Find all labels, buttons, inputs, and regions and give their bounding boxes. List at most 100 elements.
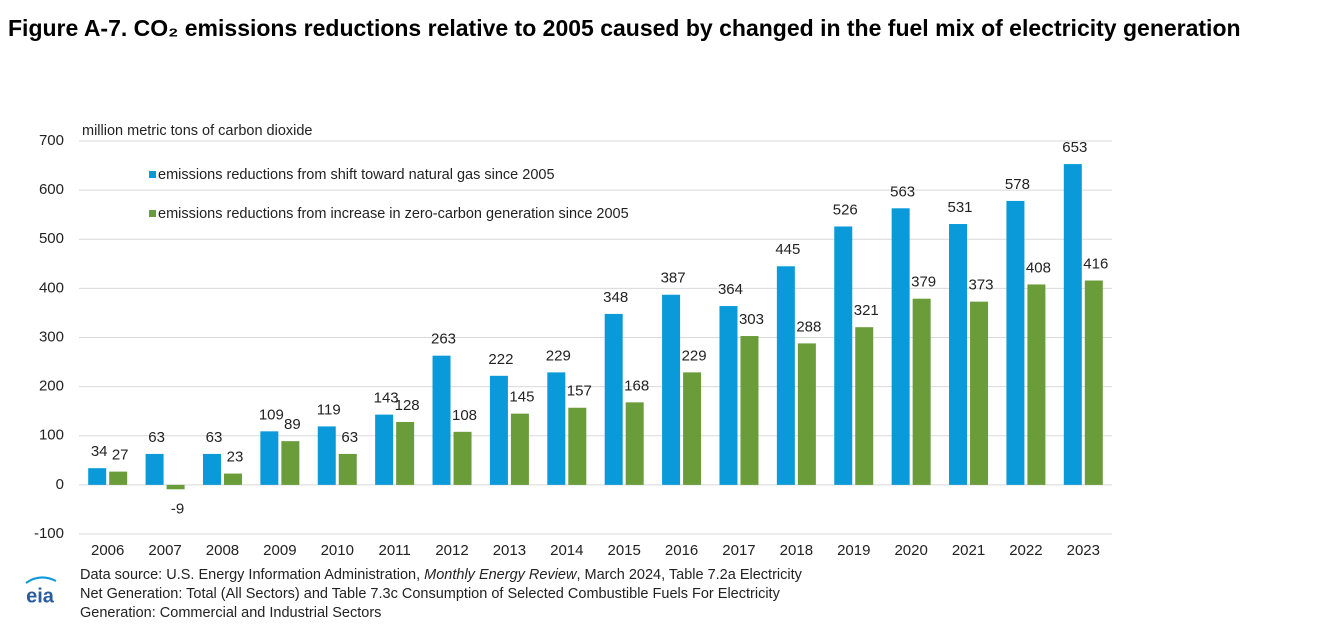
data-label: 408 [1026, 259, 1051, 276]
x-tick-label: 2007 [148, 542, 181, 559]
x-tick-label: 2013 [493, 542, 526, 559]
bar [891, 208, 910, 485]
bar [281, 441, 300, 485]
source-text: Data source: U.S. Energy Information Adm… [80, 567, 424, 583]
y-tick-label: 500 [39, 230, 64, 247]
y-tick-label: 100 [39, 427, 64, 444]
y-tick-label: 600 [39, 181, 64, 198]
bar [109, 471, 128, 485]
y-axis-label: million metric tons of carbon dioxide [82, 123, 313, 139]
bar [683, 372, 702, 485]
data-label: 63 [206, 429, 223, 446]
data-label: 303 [739, 311, 764, 328]
legend-swatch [149, 171, 156, 178]
legend-swatch [149, 210, 156, 217]
source-line: Generation: Commercial and Industrial Se… [80, 605, 381, 621]
bar [1084, 280, 1103, 485]
data-label: 653 [1062, 139, 1087, 156]
data-label: 128 [395, 397, 420, 414]
data-label: 288 [796, 318, 821, 335]
bar [834, 226, 853, 485]
data-label: 348 [603, 289, 628, 306]
x-tick-label: 2020 [894, 542, 927, 559]
x-tick-label: 2015 [608, 542, 641, 559]
logo-arc [25, 576, 57, 584]
x-tick-label: 2011 [379, 542, 411, 559]
bar [662, 294, 681, 485]
bar [223, 473, 242, 485]
data-label: 27 [112, 447, 129, 464]
data-label: 263 [431, 331, 456, 348]
data-label: 63 [341, 429, 358, 446]
data-label: 416 [1083, 255, 1108, 272]
chart-title: Figure A-7. CO₂ emissions reductions rel… [8, 15, 1241, 41]
bar [317, 426, 336, 485]
y-tick-label: 200 [39, 378, 64, 395]
data-label: 373 [969, 277, 994, 294]
data-label: 34 [91, 443, 108, 460]
bar [719, 306, 738, 485]
x-tick-label: 2022 [1009, 542, 1042, 559]
source-text: , March 2024, Table 7.2a Electricity [576, 567, 802, 583]
bar [88, 468, 107, 485]
data-label: 143 [374, 390, 399, 407]
bar [568, 407, 587, 485]
bar [797, 343, 816, 485]
x-tick-label: 2023 [1067, 542, 1100, 559]
bar [970, 301, 989, 485]
bar [432, 355, 451, 485]
x-tick-label: 2019 [837, 542, 870, 559]
data-label: 445 [775, 241, 800, 258]
data-label: 563 [890, 183, 915, 200]
x-tick-label: 2006 [91, 542, 124, 559]
bar [396, 421, 415, 485]
data-label: 108 [452, 407, 477, 424]
data-label: 23 [227, 449, 244, 466]
y-tick-label: 300 [39, 328, 64, 345]
bar [855, 327, 874, 485]
x-tick-label: 2012 [435, 542, 468, 559]
data-label: 63 [148, 429, 165, 446]
logo-text: eia [26, 585, 55, 607]
bar [547, 372, 566, 485]
bar [604, 313, 623, 485]
x-tick-label: 2014 [550, 542, 583, 559]
source-text: Monthly Energy Review [424, 567, 578, 583]
x-tick-label: 2018 [780, 542, 813, 559]
data-label: 157 [567, 383, 592, 400]
bar [1006, 200, 1025, 485]
logo: eia [25, 576, 57, 607]
bar [375, 414, 394, 485]
x-tick-label: 2010 [321, 542, 354, 559]
y-tick-label: -100 [34, 525, 64, 542]
data-label: 89 [284, 416, 301, 433]
data-label: 578 [1005, 176, 1030, 193]
data-label: 531 [948, 199, 973, 216]
bar [338, 453, 357, 485]
x-tick-label: 2008 [206, 542, 239, 559]
source-line: Data source: U.S. Energy Information Adm… [80, 567, 803, 583]
bar [1027, 284, 1046, 485]
data-label: 109 [259, 406, 284, 423]
bar [1063, 164, 1082, 485]
bar [453, 431, 472, 485]
data-label: 321 [854, 302, 879, 319]
legend-label: emissions reductions from shift toward n… [158, 167, 555, 183]
data-label: 387 [661, 270, 686, 287]
bar [776, 266, 795, 485]
bar [202, 453, 221, 485]
y-tick-label: 700 [39, 132, 64, 149]
y-tick-label: 400 [39, 279, 64, 296]
data-label: -9 [171, 500, 184, 517]
y-tick-label: 0 [56, 476, 64, 493]
data-label: 229 [546, 347, 571, 364]
data-label: 526 [833, 201, 858, 218]
bar [740, 336, 759, 485]
x-tick-label: 2021 [952, 542, 985, 559]
x-tick-label: 2016 [665, 542, 698, 559]
bar [145, 453, 164, 485]
x-tick-label: 2009 [263, 542, 296, 559]
bar [166, 484, 185, 490]
